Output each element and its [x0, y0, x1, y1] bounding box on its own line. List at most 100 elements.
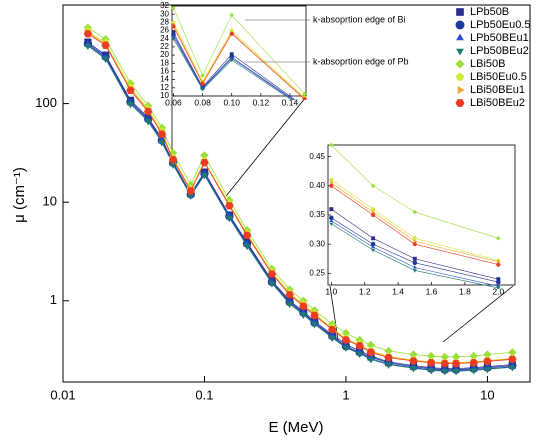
- marker: [285, 291, 294, 299]
- marker: [84, 43, 92, 51]
- series-line: [173, 36, 294, 100]
- legend-label: LBi50BEu1: [470, 84, 525, 96]
- marker: [286, 301, 294, 309]
- inset-y-tick-label: 10: [160, 91, 169, 100]
- inset-x-tick-label: 1.0: [325, 286, 337, 296]
- legend-label: LBi50BEu2: [470, 97, 525, 109]
- marker: [440, 352, 450, 362]
- marker: [412, 209, 418, 215]
- marker: [483, 350, 492, 359]
- marker: [370, 241, 376, 247]
- inset-y-tick-label: 28: [160, 17, 169, 26]
- marker: [455, 20, 465, 30]
- marker: [456, 8, 464, 16]
- marker: [329, 142, 334, 148]
- marker: [168, 156, 178, 164]
- marker: [171, 24, 176, 29]
- marker: [355, 342, 364, 350]
- marker: [412, 260, 418, 266]
- marker: [412, 242, 418, 247]
- marker: [158, 140, 166, 147]
- legend-label: LPb50BEu1: [470, 32, 529, 44]
- marker: [328, 335, 336, 343]
- inset-x-tick-label: 0.08: [194, 97, 211, 107]
- inset-x-tick-label: 2.0: [492, 286, 504, 296]
- inset-x-tick-label: 0.12: [253, 97, 270, 107]
- marker: [508, 355, 517, 363]
- x-tick-label: 10: [480, 387, 494, 402]
- marker: [483, 367, 492, 374]
- marker: [329, 177, 334, 182]
- marker: [242, 231, 252, 240]
- inset-y-tick-label: 26: [160, 26, 169, 35]
- series-line: [173, 38, 293, 100]
- marker: [157, 130, 167, 138]
- marker: [268, 281, 276, 288]
- marker: [303, 105, 307, 109]
- marker: [302, 91, 307, 97]
- marker: [366, 340, 376, 350]
- marker: [496, 262, 501, 267]
- inset-plot: [171, 5, 307, 110]
- zoom-connector: [225, 96, 307, 197]
- inset-y-tick-label: 18: [160, 58, 169, 67]
- marker: [452, 369, 460, 376]
- y-tick-label: 100: [35, 95, 57, 110]
- marker: [329, 207, 334, 212]
- marker: [171, 34, 176, 38]
- marker: [483, 357, 492, 365]
- marker: [169, 162, 177, 169]
- series-line: [331, 220, 499, 287]
- legend-label: LPb50B: [470, 6, 509, 18]
- annotation: k-absoprtion edge of Bi: [313, 14, 406, 24]
- marker: [470, 368, 478, 375]
- marker: [302, 105, 307, 110]
- marker: [451, 359, 461, 368]
- marker: [299, 302, 308, 310]
- marker: [409, 357, 418, 365]
- marker: [441, 369, 449, 376]
- marker: [126, 86, 135, 95]
- series-line: [173, 32, 296, 100]
- marker: [187, 193, 195, 201]
- marker: [440, 359, 450, 368]
- marker: [456, 33, 464, 41]
- marker: [367, 357, 375, 364]
- marker: [329, 183, 334, 188]
- marker: [342, 345, 350, 352]
- marker: [329, 222, 334, 227]
- inset-x-tick-label: 1.6: [426, 286, 438, 296]
- marker: [426, 359, 436, 367]
- marker: [370, 206, 376, 212]
- marker: [508, 348, 517, 357]
- marker: [451, 352, 461, 362]
- marker: [409, 350, 418, 359]
- marker: [200, 81, 205, 86]
- inset-y-tick-label: 24: [160, 34, 169, 43]
- marker: [457, 86, 465, 94]
- inset-y-tick-label: 14: [160, 75, 169, 84]
- marker: [200, 173, 209, 180]
- marker: [384, 354, 393, 362]
- series-line: [331, 217, 499, 283]
- marker: [302, 97, 307, 100]
- zoom-connector: [442, 285, 514, 343]
- marker: [426, 351, 436, 361]
- y-axis-title: μ (cm⁻¹): [11, 167, 28, 223]
- inset-background: [327, 144, 516, 286]
- marker: [496, 279, 501, 285]
- x-tick-label: 0.1: [195, 387, 213, 402]
- series-line: [331, 179, 499, 261]
- series-line: [331, 223, 499, 289]
- marker: [496, 283, 501, 288]
- marker: [144, 119, 152, 126]
- x-tick-label: 1: [342, 387, 349, 402]
- marker: [310, 321, 319, 329]
- marker: [341, 336, 351, 344]
- marker: [356, 351, 364, 358]
- marker: [200, 151, 209, 160]
- inset-y-tick-label: 0.30: [309, 239, 325, 248]
- marker: [469, 359, 478, 367]
- series-line: [173, 26, 305, 100]
- marker: [409, 366, 418, 373]
